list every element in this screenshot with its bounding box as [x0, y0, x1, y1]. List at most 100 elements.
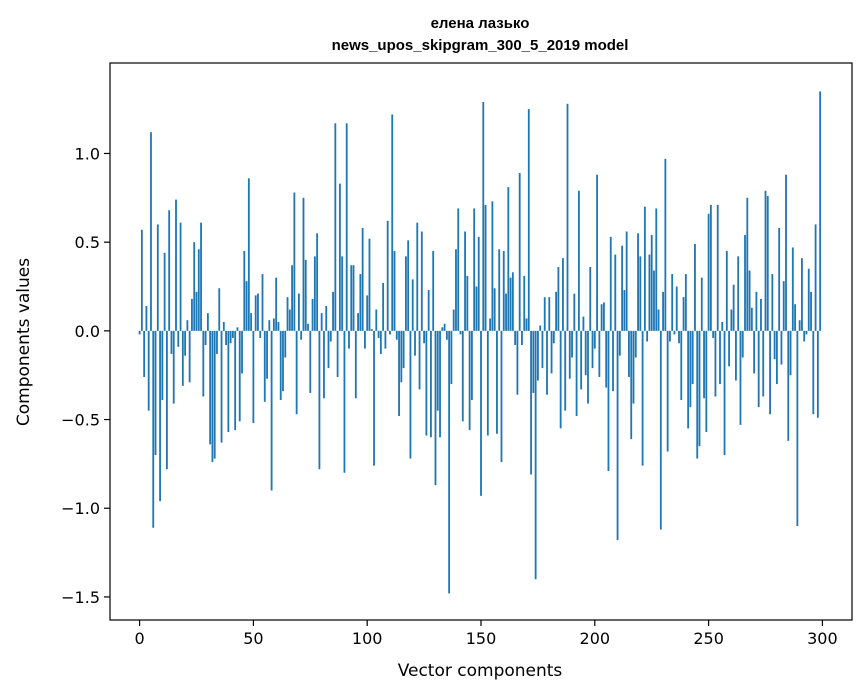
- bar: [739, 330, 742, 425]
- bar: [766, 196, 769, 331]
- y-tick-label: 0.5: [75, 233, 100, 252]
- bar: [395, 330, 398, 340]
- bar: [757, 330, 760, 408]
- bar: [359, 274, 362, 331]
- bar: [409, 330, 412, 459]
- bar: [689, 330, 692, 408]
- bar: [229, 330, 232, 344]
- bar: [775, 330, 778, 385]
- x-tick-label: 100: [352, 629, 383, 648]
- bar: [568, 330, 571, 379]
- bar: [712, 330, 715, 338]
- bar: [286, 297, 289, 331]
- bar: [188, 330, 191, 383]
- bar: [423, 330, 426, 344]
- bar: [662, 291, 664, 331]
- x-tick-label: 250: [693, 629, 724, 648]
- bar: [191, 298, 193, 331]
- bar: [509, 277, 512, 331]
- bar: [382, 282, 385, 331]
- bar: [379, 330, 382, 354]
- bar: [521, 330, 523, 346]
- bar: [259, 330, 262, 338]
- bar: [659, 330, 662, 530]
- bar: [414, 330, 416, 356]
- bar: [400, 330, 403, 383]
- bar: [548, 297, 551, 331]
- bar: [600, 304, 603, 331]
- y-tick-label: 0.0: [75, 322, 100, 341]
- bar: [411, 279, 414, 331]
- bar: [480, 330, 482, 496]
- bar: [805, 330, 808, 335]
- bar: [650, 235, 653, 331]
- bar: [332, 291, 334, 331]
- bar: [532, 330, 535, 393]
- bar: [721, 321, 724, 331]
- bar: [593, 330, 596, 349]
- bar: [343, 330, 346, 473]
- bar: [266, 330, 268, 379]
- bar: [268, 320, 271, 331]
- bar: [807, 268, 810, 331]
- bar: [735, 330, 737, 381]
- bar: [361, 227, 364, 331]
- bar: [591, 330, 594, 369]
- bar: [161, 330, 164, 401]
- bar: [252, 330, 255, 424]
- bar: [238, 330, 241, 422]
- bar: [814, 224, 817, 331]
- bar: [534, 330, 537, 580]
- bar: [525, 318, 528, 331]
- bar: [500, 330, 503, 463]
- bar: [232, 330, 234, 338]
- bar: [218, 288, 221, 331]
- bar: [427, 290, 430, 331]
- y-tick-label: −1.0: [61, 499, 100, 518]
- bar: [707, 213, 710, 331]
- bar: [498, 249, 501, 331]
- bar: [434, 330, 437, 486]
- bar: [609, 236, 612, 331]
- bar: [145, 306, 148, 331]
- bar: [755, 291, 758, 331]
- x-tick-label: 300: [807, 629, 838, 648]
- bar: [516, 330, 519, 395]
- bar: [338, 183, 341, 331]
- bar: [143, 330, 146, 377]
- bar: [307, 323, 309, 331]
- bar: [646, 330, 649, 342]
- bar: [725, 251, 728, 331]
- bar: [628, 330, 630, 377]
- bar: [257, 293, 259, 331]
- bar: [288, 309, 291, 331]
- bar: [621, 245, 624, 331]
- bar: [716, 204, 719, 331]
- bar: [336, 330, 339, 377]
- bar: [441, 327, 444, 331]
- bar: [195, 291, 198, 331]
- bar: [573, 293, 576, 331]
- bar: [391, 114, 394, 331]
- bar: [352, 265, 355, 331]
- bar: [298, 293, 300, 331]
- x-axis: 0 50 100 150 200 250 300: [134, 620, 838, 648]
- bar: [730, 309, 733, 331]
- bar: [275, 277, 278, 331]
- bar: [393, 251, 396, 331]
- bar: [523, 275, 526, 331]
- bar: [389, 330, 391, 335]
- bar: [577, 190, 580, 331]
- bar: [559, 330, 562, 429]
- bar: [810, 291, 812, 331]
- bar: [605, 330, 608, 388]
- bar: [177, 330, 180, 347]
- bar: [277, 321, 280, 331]
- bar: [430, 330, 432, 438]
- bar: [496, 330, 498, 434]
- bar: [812, 330, 815, 415]
- bar: [580, 330, 583, 390]
- bar: [236, 327, 239, 331]
- bar: [657, 309, 660, 331]
